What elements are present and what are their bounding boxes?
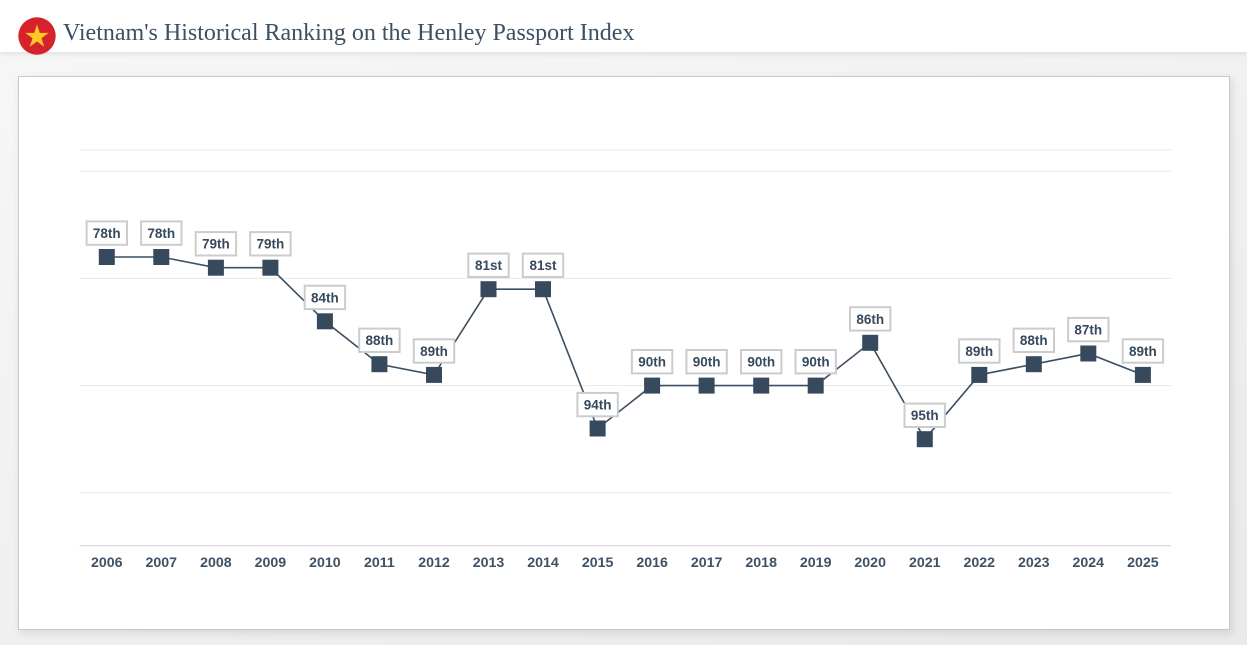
svg-text:2022: 2022: [964, 555, 996, 571]
svg-text:87th: 87th: [1074, 323, 1102, 338]
svg-text:2020: 2020: [854, 555, 886, 571]
svg-text:2016: 2016: [636, 555, 668, 571]
svg-text:89th: 89th: [965, 344, 993, 359]
svg-text:2021: 2021: [909, 555, 941, 571]
svg-text:2006: 2006: [91, 555, 123, 571]
svg-text:81st: 81st: [529, 258, 557, 273]
svg-text:79th: 79th: [202, 237, 230, 252]
svg-text:2009: 2009: [255, 555, 287, 571]
svg-text:78th: 78th: [147, 226, 175, 241]
svg-text:89th: 89th: [1129, 344, 1157, 359]
svg-text:2019: 2019: [800, 555, 832, 571]
svg-text:2008: 2008: [200, 555, 232, 571]
svg-text:2011: 2011: [364, 555, 395, 571]
svg-text:2015: 2015: [582, 555, 614, 571]
svg-text:86th: 86th: [856, 312, 884, 327]
svg-text:2024: 2024: [1073, 555, 1105, 571]
svg-text:95th: 95th: [911, 408, 939, 423]
svg-text:90th: 90th: [802, 355, 830, 370]
svg-text:88th: 88th: [366, 333, 394, 348]
svg-text:2023: 2023: [1018, 555, 1050, 571]
svg-text:84th: 84th: [311, 290, 339, 305]
svg-text:2018: 2018: [745, 555, 777, 571]
svg-text:2014: 2014: [527, 555, 559, 571]
svg-text:89th: 89th: [420, 344, 448, 359]
svg-text:2010: 2010: [309, 555, 341, 571]
svg-text:2017: 2017: [691, 555, 723, 571]
svg-text:78th: 78th: [93, 226, 121, 241]
svg-text:79th: 79th: [257, 237, 285, 252]
svg-text:90th: 90th: [747, 355, 775, 370]
svg-text:2007: 2007: [146, 555, 178, 571]
svg-text:90th: 90th: [638, 355, 666, 370]
svg-text:81st: 81st: [475, 258, 503, 273]
svg-text:90th: 90th: [693, 355, 721, 370]
svg-text:2012: 2012: [418, 555, 450, 571]
svg-text:88th: 88th: [1020, 333, 1048, 348]
svg-text:2013: 2013: [473, 555, 505, 571]
svg-text:94th: 94th: [584, 398, 612, 413]
svg-text:2025: 2025: [1127, 555, 1159, 571]
